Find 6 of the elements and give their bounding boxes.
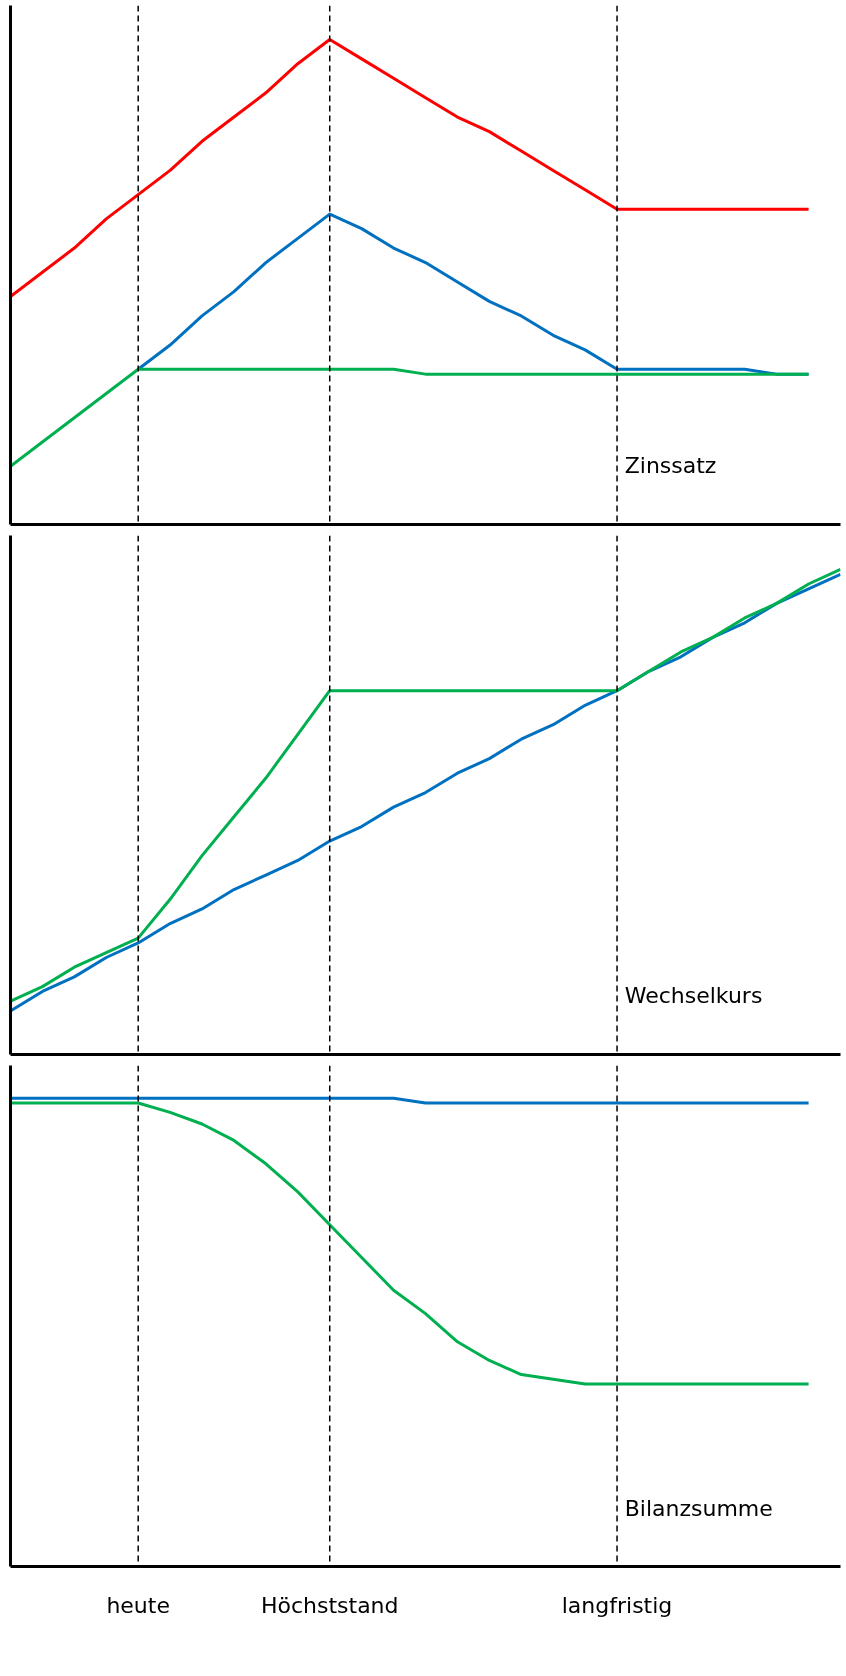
x-tick-label: heute [106,1592,170,1618]
x-tick-label: langfristig [561,1592,673,1618]
annotation: Zinssatz [624,452,717,478]
x-tick-label: Höchststand [260,1592,399,1618]
annotation: Wechselkurs [624,982,763,1008]
annotation: Bilanzsumme [624,1496,773,1522]
